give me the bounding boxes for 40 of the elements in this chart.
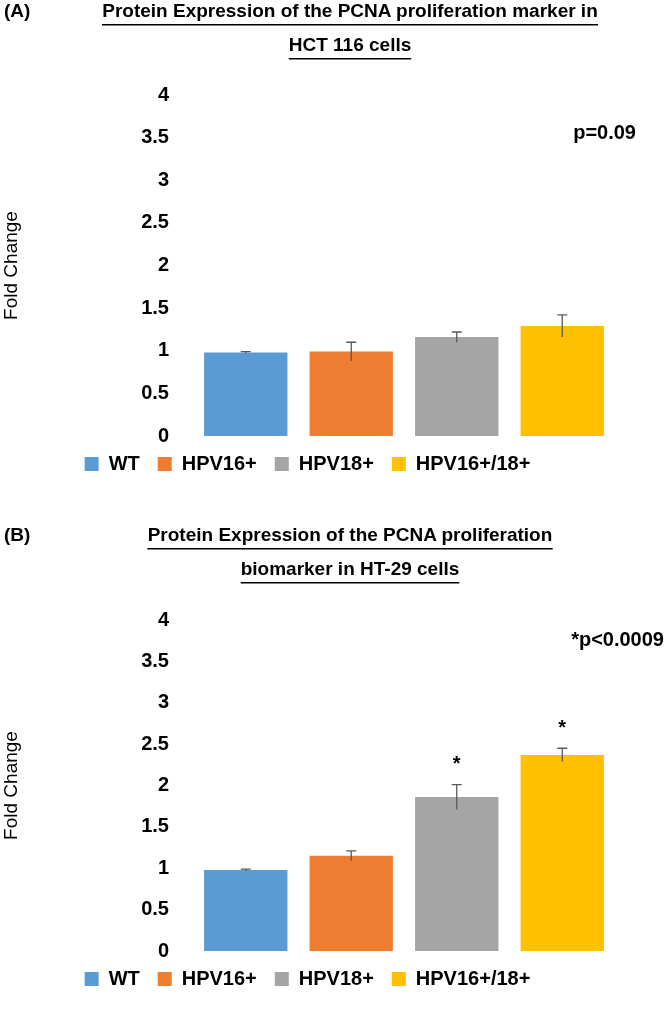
- annotation: *p<0.0009: [571, 627, 664, 650]
- y-tick-label: 1.5: [141, 295, 169, 318]
- legend-label: HPV16+/18+: [415, 451, 531, 474]
- y-tick-label: 2: [157, 773, 169, 796]
- chart-title: Protein Expression of the PCNA proliferation marker in HCT 116 cells: [102, 0, 598, 55]
- y-tick-label: 2.5: [141, 731, 169, 754]
- y-tick-label: 0.5: [141, 380, 169, 403]
- bar: [309, 855, 393, 951]
- y-tick-label: 3: [157, 167, 169, 190]
- legend-label: HPV16+: [181, 451, 257, 474]
- y-tick-label: 2.5: [141, 210, 169, 233]
- bar: [520, 754, 604, 951]
- chart-title: Protein Expression of the PCNA proliferation biomarker in HT-29 cells: [147, 523, 553, 579]
- annotation: p=0.09: [573, 120, 636, 143]
- y-tick-label: 0: [157, 423, 169, 446]
- legend-label: HPV16+: [181, 966, 257, 989]
- text: (A): [4, 0, 31, 21]
- y-tick-label: 1: [157, 338, 169, 361]
- legend-label: WT: [108, 451, 140, 474]
- legend-label: WT: [108, 966, 140, 989]
- bar: [415, 797, 499, 951]
- data-label: *: [558, 715, 567, 738]
- y-tick-label: 0.5: [141, 897, 169, 920]
- y-tick-label: 3: [157, 690, 169, 713]
- y-tick-label: 3.5: [141, 648, 169, 671]
- legend-label: HPV18+: [298, 451, 374, 474]
- y-tick-label: 2: [157, 253, 169, 276]
- legend-label: HPV16+/18+: [415, 966, 531, 989]
- y-tick-label: 1: [157, 855, 169, 878]
- bar: [204, 869, 288, 951]
- legend-label: HPV18+: [298, 966, 374, 989]
- y-axis-title: Fold Change: [0, 211, 21, 320]
- data-label: *: [452, 752, 461, 775]
- y-tick-label: 3.5: [141, 125, 169, 148]
- y-axis-title: Fold Change: [0, 731, 21, 840]
- y-tick-label: 4: [157, 607, 170, 630]
- y-tick-label: 0: [157, 938, 169, 961]
- y-tick-label: 1.5: [141, 814, 169, 837]
- text: (B): [4, 523, 31, 545]
- y-tick-label: 4: [157, 82, 170, 105]
